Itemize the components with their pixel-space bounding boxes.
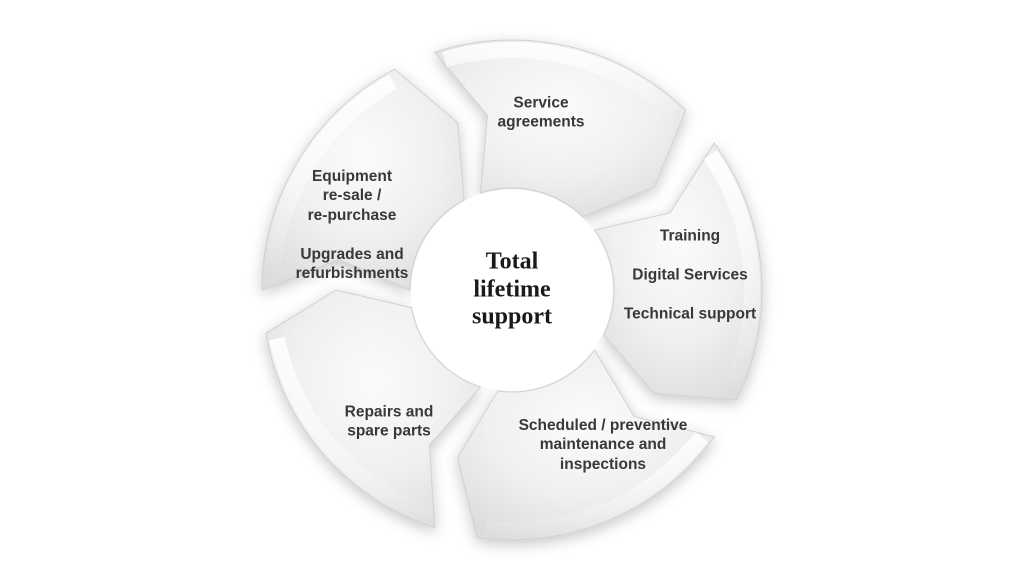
segment-label-equipment-upgrades: Equipment re-sale / re-purchase Upgrades… — [296, 167, 409, 283]
segment-label-scheduled-maintenance: Scheduled / preventive maintenance and i… — [519, 416, 688, 474]
center-title-line3: support — [472, 304, 552, 330]
center-title-line2: lifetime — [473, 276, 550, 302]
segment-label-training-digital-technical: Training Digital Services Technical supp… — [624, 227, 756, 324]
diagram-stage: Total lifetime support Service agreement… — [0, 0, 1024, 576]
segment-label-repairs-spare-parts: Repairs and spare parts — [345, 403, 434, 442]
segment-label-service-agreements: Service agreements — [497, 94, 584, 133]
center-title-line1: Total — [486, 249, 538, 275]
center-title: Total lifetime support — [472, 249, 552, 332]
